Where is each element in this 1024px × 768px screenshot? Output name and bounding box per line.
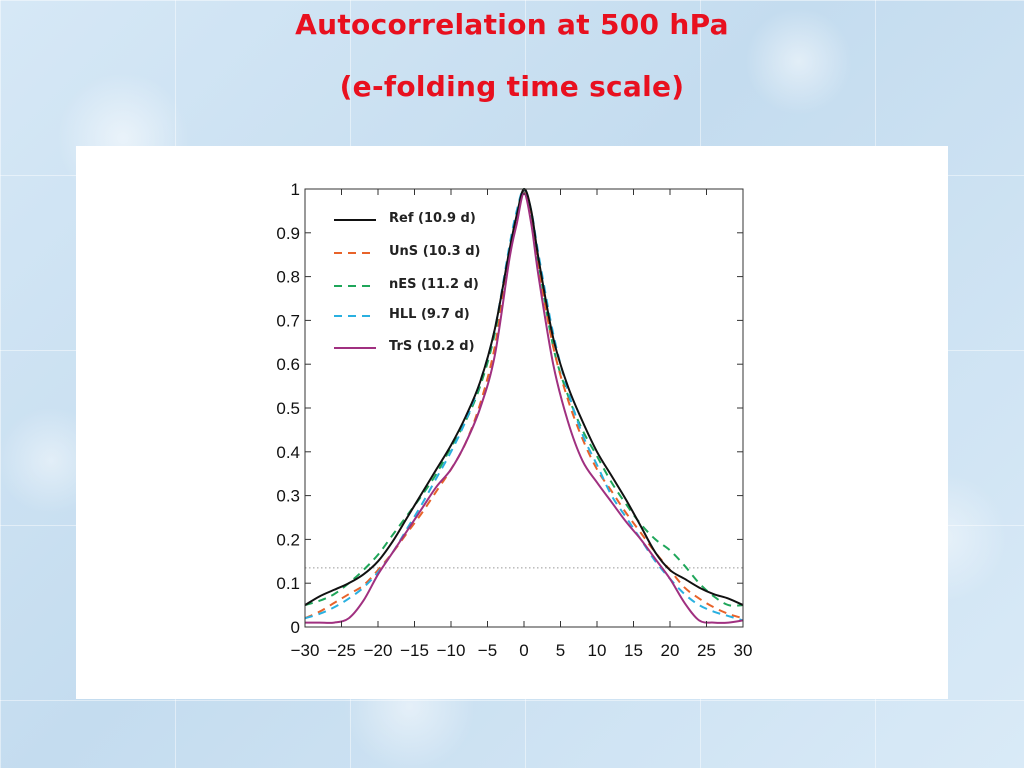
x-tick-label: 0 [519,641,528,660]
y-tick-label: 0.8 [276,268,300,287]
y-tick-label: 0 [291,618,300,637]
x-tick-label: 10 [588,641,607,660]
series-line-3 [304,188,744,622]
y-tick-label: 0.9 [276,224,300,243]
x-tick-label: −20 [364,641,393,660]
x-tick-label: 15 [624,641,643,660]
y-tick-label: 0.4 [276,443,300,462]
legend-label-3: HLL (9.7 d) [389,307,470,322]
legend-label-4: TrS (10.2 d) [389,339,475,354]
x-tick-label: −25 [327,641,356,660]
x-tick-label: 5 [556,641,565,660]
y-tick-label: 0.2 [276,530,300,549]
tick-layer: −30 −25 −20 −15 −10 −5 0 5 10 15 20 25 30 0 0.1 0.2 0.3 0… [276,180,752,660]
y-tick-label: 0.5 [276,399,300,418]
legend-label-1: UnS (10.3 d) [389,244,481,259]
series-line-2 [304,188,744,607]
chart-panel: −30 −25 −20 −15 −10 −5 0 5 10 15 20 25 30 0 0.1 0.2 0.3 0… [76,146,948,699]
legend-label-2: nES (11.2 d) [389,277,479,292]
y-tick-label: 0.1 [276,574,300,593]
x-tick-label: −5 [478,641,497,660]
x-tick-label: 30 [734,641,753,660]
plot-frame [304,188,744,628]
x-tick-label: 20 [661,641,680,660]
slide-title-line1: Autocorrelation at 500 hPa [295,8,729,41]
y-tick-label: 0.3 [276,487,300,506]
x-tick-label: −15 [400,641,429,660]
legend-label-0: Ref (10.9 d) [389,211,476,226]
series-layer [304,188,744,624]
x-tick-label: −10 [437,641,466,660]
x-tick-label: −30 [291,641,320,660]
y-tick-label: 0.6 [276,355,300,374]
y-tick-label: 1 [291,180,300,199]
slide-title-line2: (e-folding time scale) [339,70,685,103]
autocorrelation-chart: −30 −25 −20 −15 −10 −5 0 5 10 15 20 25 30 0 0.1 0.2 0.3 0… [276,180,752,660]
series-line-0 [304,188,744,607]
x-tick-label: 25 [697,641,716,660]
legend: Ref (10.9 d) UnS (10.3 d) nES (11.2 d) HLL … [334,211,481,354]
y-tick-label: 0.7 [276,311,300,330]
series-line-1 [304,190,744,620]
